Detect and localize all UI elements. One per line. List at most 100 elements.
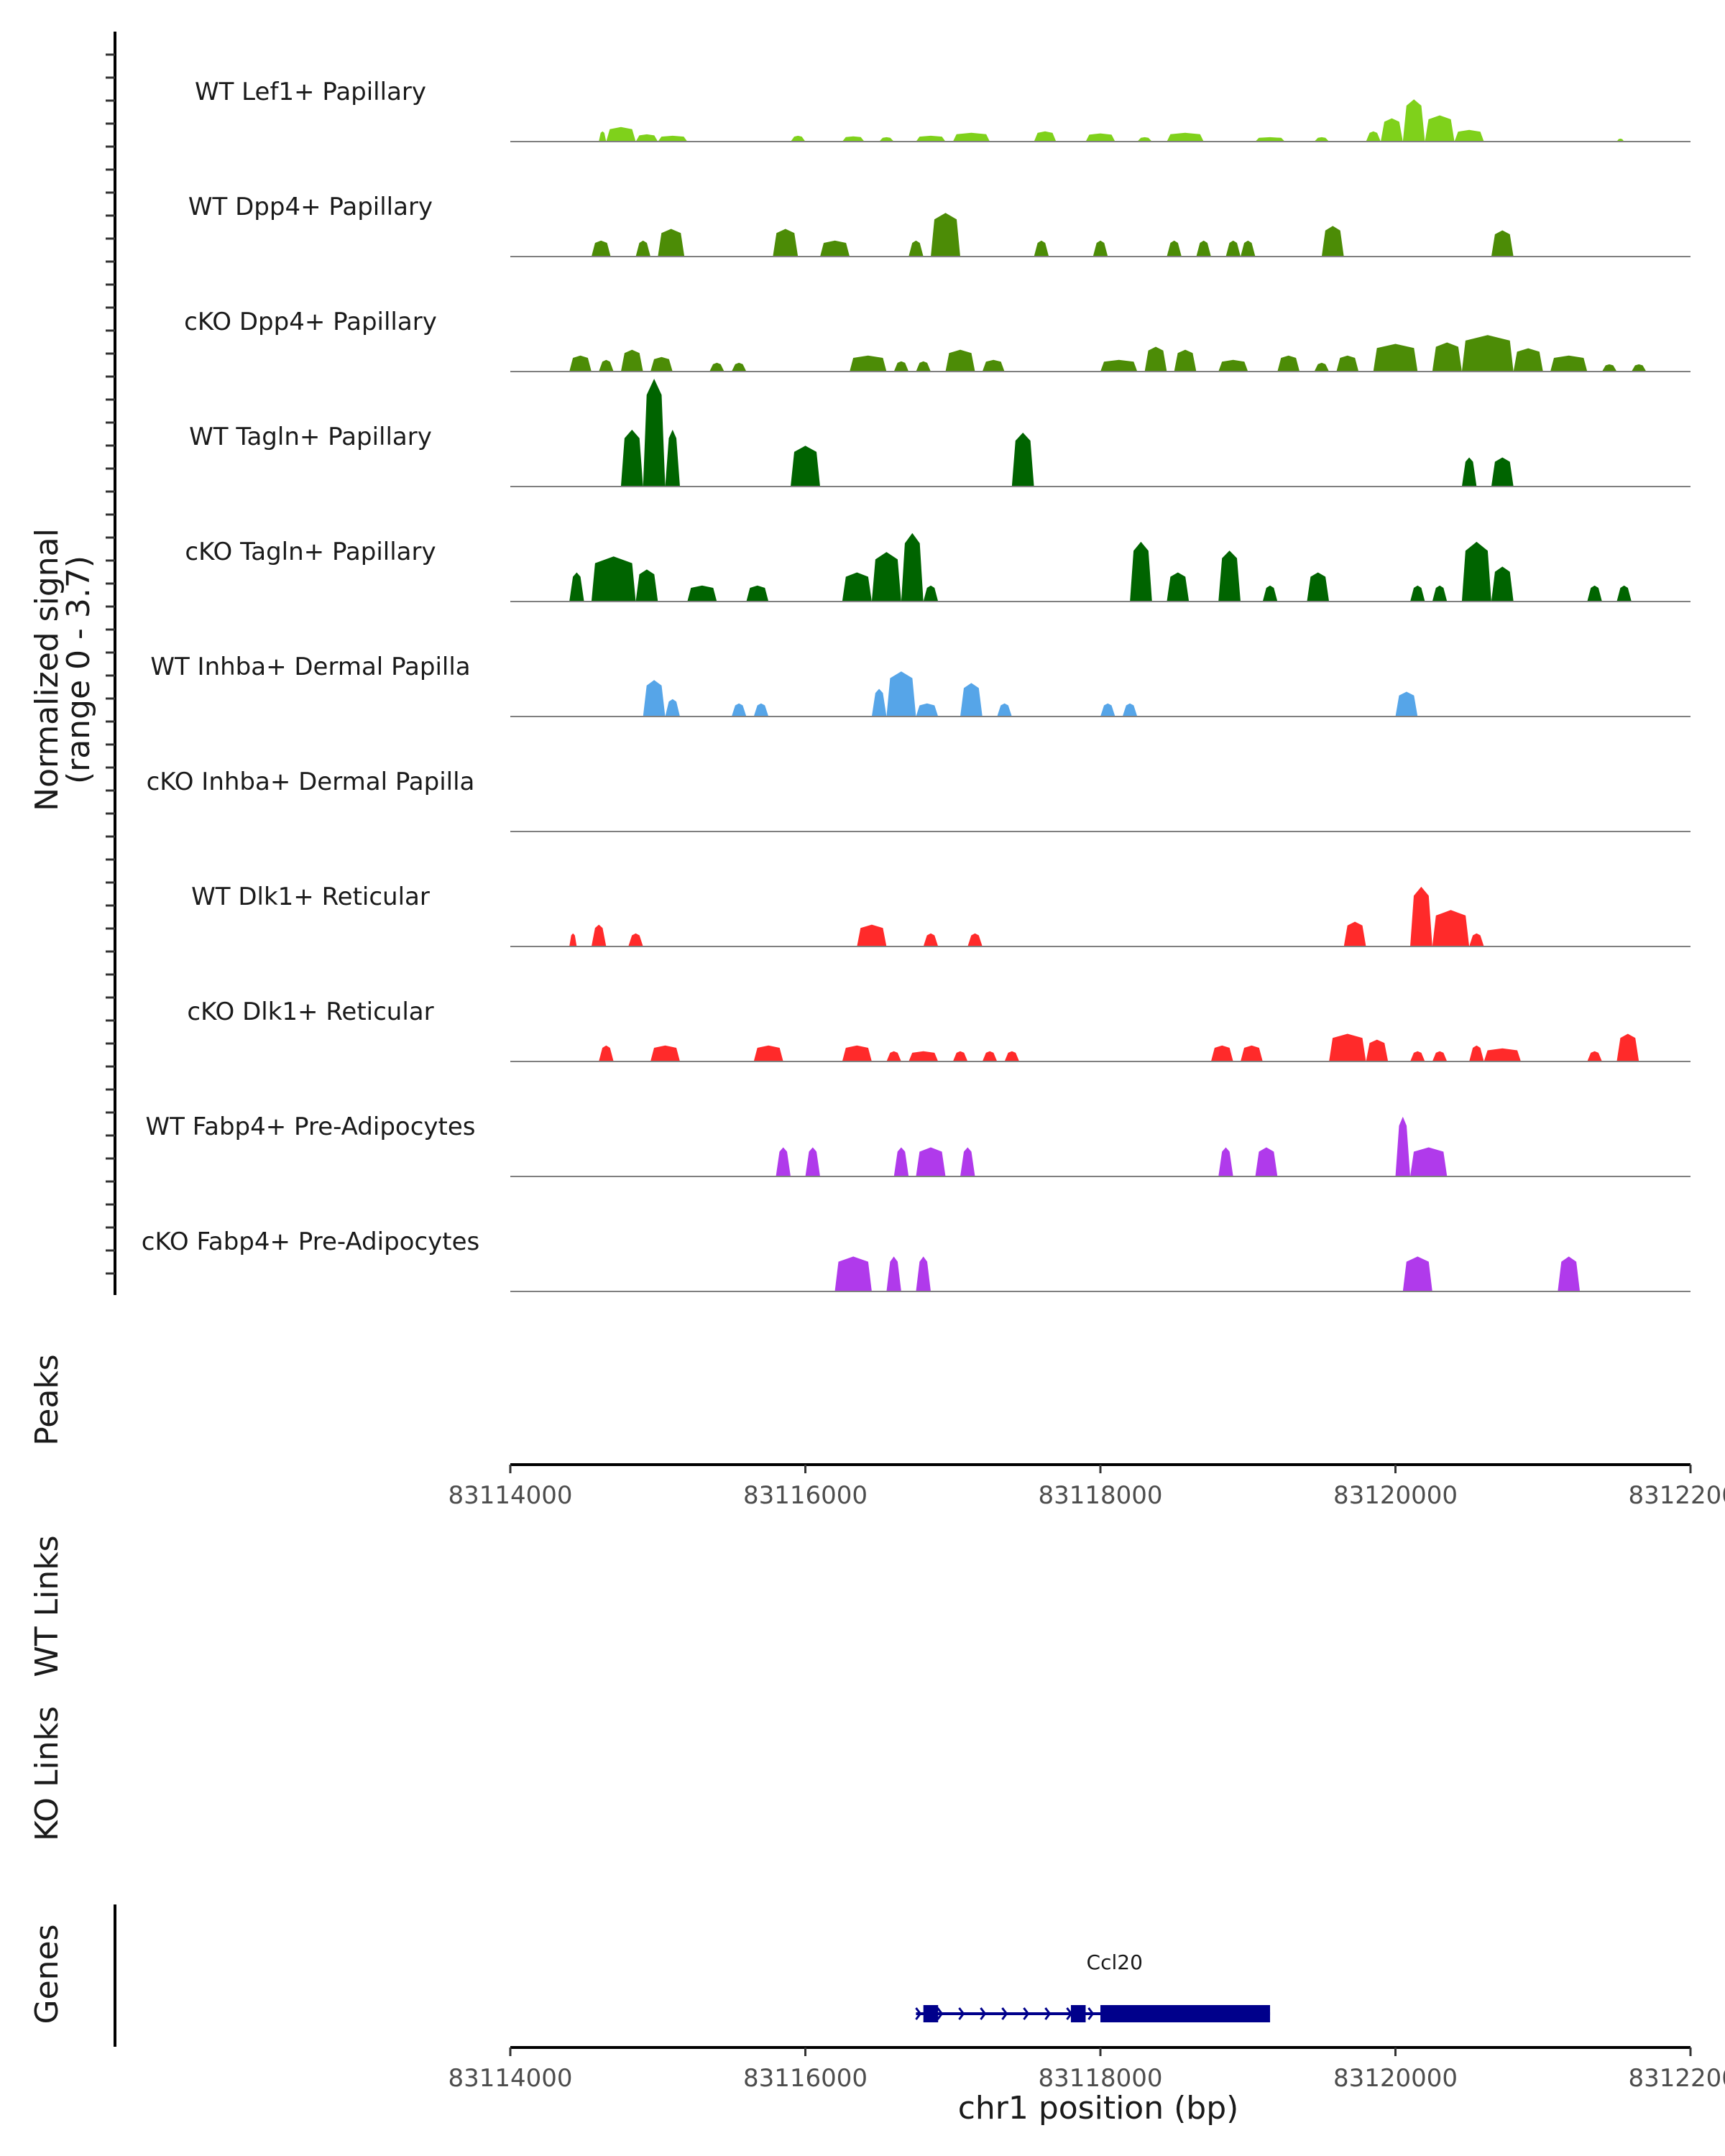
- coverage-peak: [1225, 240, 1241, 257]
- coverage-peak: [1432, 1051, 1448, 1061]
- coverage-peak: [658, 135, 688, 142]
- track-label: WT Dlk1+ Reticular: [191, 883, 430, 911]
- coverage-peak: [1469, 1045, 1484, 1061]
- track-label: cKO Fabp4+ Pre-Adipocytes: [142, 1227, 480, 1256]
- x-tick-label: 83114000: [448, 1481, 572, 1510]
- coverage-peak: [1011, 433, 1034, 487]
- coverage-peak: [945, 349, 975, 372]
- coverage-peak: [1218, 1147, 1233, 1176]
- gene-exon: [1100, 2005, 1271, 2022]
- track-4: cKO Tagln+ Papillary: [185, 533, 1690, 602]
- coverage-peak: [893, 1147, 909, 1176]
- coverage-peak: [791, 446, 820, 487]
- coverage-peak: [1167, 132, 1204, 142]
- x-tick-label: 83120000: [1333, 1481, 1458, 1510]
- coverage-peak: [850, 355, 887, 372]
- coverage-peak: [791, 135, 806, 142]
- coverage-peak: [886, 1256, 901, 1291]
- coverage-peak: [908, 240, 924, 257]
- x-tick-label: 83116000: [743, 1481, 868, 1510]
- coverage-peak: [842, 136, 865, 142]
- coverage-peak: [842, 572, 872, 602]
- track-2: cKO Dpp4+ Papillary: [184, 308, 1690, 372]
- track-label: WT Inhba+ Dermal Papilla: [150, 653, 470, 681]
- wt-links-track-label: WT Links: [29, 1535, 65, 1677]
- coverage-peak: [1144, 346, 1167, 372]
- coverage-peak: [931, 213, 960, 257]
- strand-arrow: [1001, 2007, 1008, 2020]
- coverage-peak: [1402, 99, 1425, 142]
- coverage-peak: [1550, 355, 1588, 372]
- coverage-peak: [1587, 1051, 1602, 1061]
- gene-name-label: Ccl20: [1087, 1950, 1143, 1974]
- coverage-peak: [916, 1256, 931, 1291]
- gene-exon: [923, 2005, 939, 2022]
- coverage-peak: [960, 1147, 975, 1176]
- coverage-peak: [1395, 691, 1418, 717]
- coverage-peak: [1218, 550, 1241, 602]
- coverage-peak: [658, 229, 685, 257]
- coverage-peak: [1395, 1116, 1410, 1176]
- coverage-peak: [842, 1045, 872, 1061]
- coverage-peak: [599, 1045, 614, 1061]
- coverage-peak: [1373, 344, 1418, 372]
- strand-arrow: [1023, 2007, 1030, 2020]
- coverage-peak: [1100, 703, 1116, 717]
- peaks-x-axis: 83114000 83116000 83118000 83120000 83122000: [448, 1463, 1725, 1510]
- coverage-peak: [1255, 137, 1285, 142]
- coverage-peak: [1631, 364, 1647, 372]
- x-tick-label: 83118000: [1038, 2064, 1162, 2093]
- coverage-peak: [1100, 359, 1138, 372]
- y-axis-label-line1: Normalized signal: [29, 528, 65, 811]
- coverage-peak: [1343, 921, 1366, 946]
- coverage-peak: [1092, 240, 1108, 257]
- x-tick-label: 83114000: [448, 2064, 572, 2093]
- track-10: cKO Fabp4+ Pre-Adipocytes: [142, 1227, 1690, 1292]
- gene-annotation-track: Ccl20: [915, 1950, 1271, 2022]
- coverage-peak: [1167, 240, 1182, 257]
- coverage-peak: [1513, 348, 1543, 372]
- coverage-peak: [569, 355, 592, 372]
- track-9: WT Fabp4+ Pre-Adipocytes: [146, 1112, 1690, 1177]
- coverage-peak: [916, 703, 939, 717]
- coverage-peak: [1174, 349, 1197, 372]
- coverage-peak: [1432, 910, 1470, 946]
- coverage-peak: [628, 933, 643, 946]
- coverage-peak: [650, 1045, 680, 1061]
- strand-arrow: [980, 2007, 987, 2020]
- coverage-peak: [1034, 240, 1049, 257]
- coverage-peak: [687, 585, 717, 602]
- track-6: cKO Inhba+ Dermal Papilla: [147, 768, 1690, 832]
- coverage-peak: [1601, 364, 1617, 372]
- track-5: WT Inhba+ Dermal Papilla: [150, 653, 1690, 717]
- x-tick-label: 83122000: [1628, 1481, 1725, 1510]
- coverage-peak: [1558, 1256, 1581, 1291]
- coverage-peak: [1336, 355, 1359, 372]
- coverage-peak: [1425, 115, 1455, 142]
- track-7: WT Dlk1+ Reticular: [191, 883, 1690, 947]
- coverage-peak: [606, 126, 636, 142]
- coverage-peak: [879, 137, 894, 142]
- coverage-peak: [1484, 1048, 1521, 1061]
- coverage-peak: [1314, 362, 1330, 372]
- coverage-peak: [997, 703, 1012, 717]
- coverage-peak: [599, 131, 607, 142]
- coverage-peak: [709, 362, 724, 372]
- coverage-peak: [982, 359, 1005, 372]
- strand-arrow: [915, 2007, 922, 2020]
- coverage-peak: [1329, 1033, 1366, 1061]
- coverage-peak: [1616, 585, 1632, 602]
- coverage-peak: [916, 135, 946, 142]
- coverage-peak: [886, 671, 916, 717]
- coverage-peak: [1469, 933, 1484, 946]
- coverage-peak: [731, 703, 747, 717]
- coverage-peak: [1616, 1033, 1639, 1061]
- gene-exon: [1070, 2005, 1086, 2022]
- coverage-peak: [1137, 137, 1152, 142]
- coverage-peak: [1122, 703, 1138, 717]
- coverage-peak: [1410, 585, 1425, 602]
- genes-x-axis: 83114000 83116000 83118000 83120000 83122000: [448, 2046, 1725, 2093]
- coverage-peak: [620, 349, 643, 372]
- coverage-peak: [805, 1147, 820, 1176]
